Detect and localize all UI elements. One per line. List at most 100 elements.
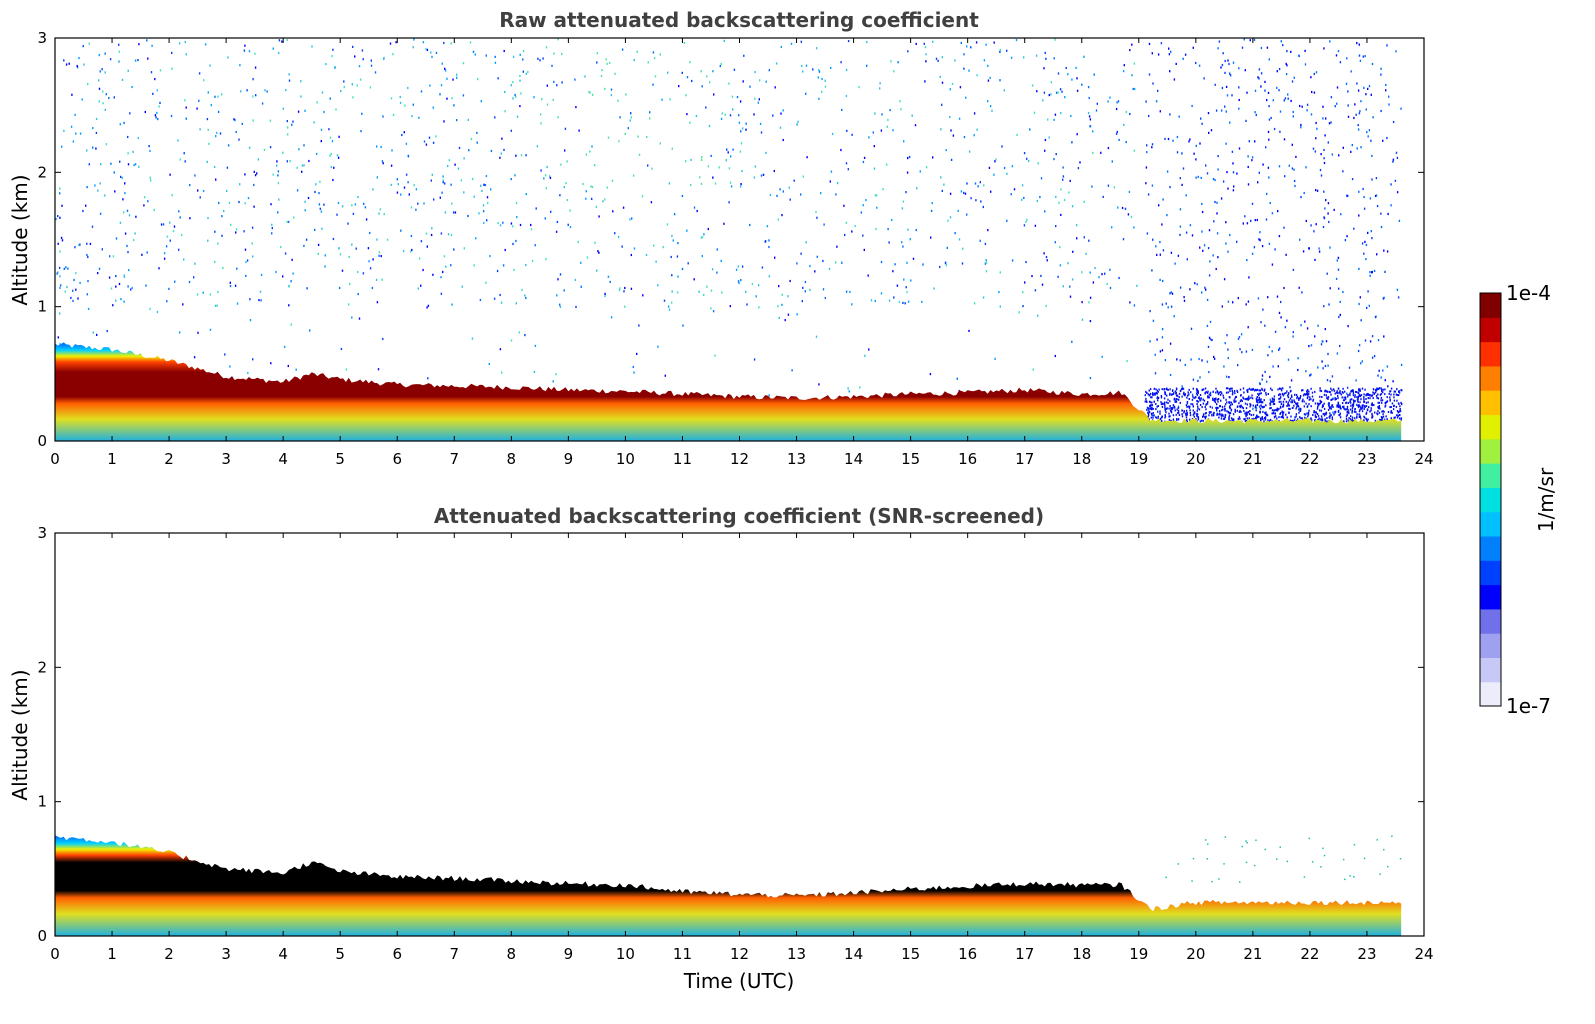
noise-speck — [202, 189, 205, 193]
noise-speck — [183, 152, 185, 155]
noise-speck — [1348, 417, 1350, 420]
noise-speck — [1288, 407, 1290, 410]
noise-speck — [1334, 398, 1336, 401]
noise-speck — [1241, 400, 1243, 403]
noise-speck — [1107, 100, 1109, 103]
noise-speck — [1396, 191, 1399, 194]
noise-speck — [1323, 157, 1325, 160]
noise-speck — [1251, 156, 1254, 159]
noise-speck — [1071, 141, 1073, 144]
noise-speck — [1022, 291, 1024, 294]
noise-speck — [1392, 158, 1395, 161]
noise-speck — [418, 257, 421, 260]
noise-speck — [1245, 350, 1248, 353]
noise-speck — [430, 233, 433, 237]
noise-speck — [1286, 405, 1288, 407]
noise-speck — [1150, 396, 1152, 399]
noise-speck — [118, 50, 120, 53]
noise-speck — [1357, 406, 1360, 409]
noise-speck — [1192, 405, 1194, 408]
noise-speck — [1187, 394, 1189, 397]
noise-speck — [982, 205, 984, 209]
noise-speck — [189, 217, 191, 220]
noise-speck — [1264, 411, 1266, 414]
noise-speck — [178, 42, 181, 45]
noise-speck — [110, 287, 113, 290]
noise-speck — [1168, 418, 1171, 421]
noise-speck — [357, 270, 359, 274]
noise-speck — [1176, 135, 1179, 139]
noise-speck — [1205, 412, 1207, 414]
noise-speck — [1232, 162, 1234, 165]
noise-speck — [461, 285, 463, 288]
y-tick-label: 3 — [37, 524, 47, 542]
noise-speck — [1314, 411, 1316, 414]
noise-speck — [519, 53, 521, 56]
noise-speck — [1234, 392, 1236, 395]
noise-speck — [1377, 397, 1380, 400]
noise-speck — [721, 291, 723, 294]
noise-speck — [721, 112, 723, 115]
noise-speck — [179, 158, 181, 161]
noise-speck — [1043, 252, 1045, 255]
noise-speck — [235, 228, 238, 231]
noise-speck — [1363, 396, 1365, 399]
noise-speck — [632, 365, 634, 369]
noise-speck — [1328, 405, 1331, 408]
noise-speck — [1321, 406, 1324, 409]
noise-speck — [482, 204, 485, 207]
noise-speck — [480, 100, 482, 103]
noise-speck — [689, 61, 691, 64]
noise-speck — [681, 71, 683, 74]
noise-speck — [1207, 390, 1209, 393]
noise-speck — [664, 374, 666, 377]
noise-speck — [351, 243, 353, 246]
noise-speck — [1224, 403, 1227, 406]
noise-speck — [1295, 155, 1297, 158]
noise-speck — [233, 118, 235, 121]
noise-speck — [380, 255, 382, 258]
noise-speck — [1197, 407, 1199, 410]
noise-speck — [1363, 196, 1365, 199]
noise-speck — [1156, 395, 1159, 399]
noise-speck — [1384, 402, 1386, 405]
noise-speck — [1189, 418, 1191, 421]
noise-speck — [1181, 387, 1184, 390]
noise-speck — [259, 290, 262, 293]
noise-speck — [1242, 397, 1245, 400]
noise-speck — [1297, 402, 1299, 405]
x-tick-label: 0 — [50, 945, 60, 963]
noise-speck — [885, 163, 888, 166]
noise-speck — [60, 236, 63, 239]
noise-speck — [1306, 405, 1308, 408]
noise-speck — [1381, 401, 1383, 404]
noise-speck — [1294, 401, 1296, 403]
noise-speck — [1203, 244, 1206, 247]
noise-speck — [1164, 416, 1166, 419]
noise-speck — [1358, 302, 1360, 306]
noise-speck — [556, 220, 559, 224]
noise-speck — [244, 202, 246, 205]
noise-speck — [92, 331, 94, 334]
noise-speck — [351, 204, 353, 207]
noise-speck — [1165, 876, 1167, 879]
noise-speck — [1232, 301, 1234, 304]
noise-speck — [1217, 393, 1220, 396]
noise-speck — [271, 227, 273, 230]
noise-speck — [1252, 407, 1254, 410]
noise-speck — [1186, 420, 1188, 423]
noise-speck — [1330, 414, 1332, 417]
noise-speck — [1199, 420, 1202, 423]
noise-speck — [1265, 391, 1267, 394]
noise-speck — [1293, 168, 1295, 171]
noise-speck — [1145, 390, 1147, 393]
noise-speck — [1247, 411, 1250, 414]
noise-speck — [1225, 391, 1228, 394]
noise-speck — [435, 135, 437, 138]
noise-speck — [1278, 235, 1281, 238]
noise-speck — [490, 188, 492, 191]
noise-speck — [1236, 172, 1238, 175]
noise-speck — [410, 234, 413, 238]
noise-speck — [1206, 360, 1209, 363]
y-tick-label: 0 — [37, 927, 47, 945]
